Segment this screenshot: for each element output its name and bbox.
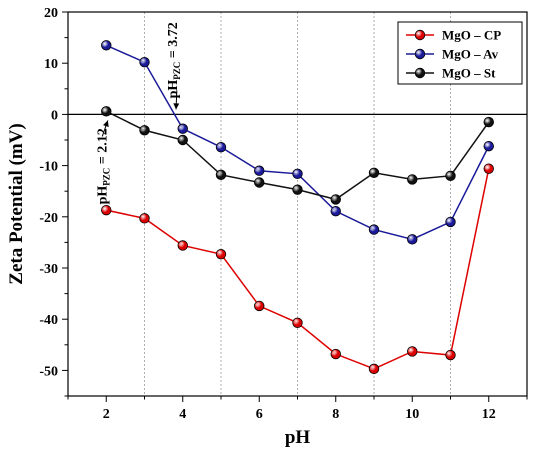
series-1-point-3	[139, 56, 150, 68]
series-0-point-4	[177, 240, 188, 251]
series-1-point-7	[292, 168, 303, 179]
annotations: pHPZC = 2.12 pHPZC = 3.72	[95, 22, 182, 204]
y-tick-label-0: 0	[51, 108, 58, 123]
y-axis-label: Zeta Potential (mV)	[6, 123, 27, 284]
series-2	[101, 106, 494, 205]
series-0-point-11	[445, 349, 456, 361]
series-2-point-4	[177, 134, 188, 146]
series-2-point-7	[292, 184, 303, 195]
y-tick-label--40: -40	[39, 313, 58, 328]
annotation-text-0: pHPZC = 2.12	[95, 128, 111, 204]
series-1	[101, 40, 494, 245]
series-1-point-2	[101, 40, 112, 51]
series-1-point-10	[407, 234, 418, 245]
series-0-point-12	[483, 163, 494, 174]
annotation-1: pHPZC = 3.72	[166, 22, 182, 110]
series-0-point-6	[254, 300, 265, 312]
series-1-point-9	[368, 224, 380, 235]
x-tick-label-10: 10	[405, 407, 419, 422]
x-tick-label-6: 6	[256, 407, 263, 422]
x-axis-label: pH	[285, 427, 311, 448]
x-tick-label-12: 12	[482, 407, 496, 422]
x-tick-label-4: 4	[179, 407, 186, 422]
series-0-point-3	[139, 213, 150, 224]
annotation-arrowhead-1	[173, 103, 180, 110]
series-1-point-4	[177, 123, 188, 134]
x-tick-label-2: 2	[103, 407, 110, 422]
legend-label-2: MgO – St	[442, 66, 496, 81]
legend-marker-2	[414, 67, 426, 79]
series-2-point-3	[139, 125, 150, 136]
legend-label-1: MgO – Av	[442, 47, 499, 62]
series-1-point-6	[254, 165, 265, 176]
y-tick-label--50: -50	[39, 364, 58, 379]
series-0-point-10	[407, 346, 418, 357]
legend: MgO – CP MgO – Av MgO – St	[397, 21, 523, 85]
y-tick-label--10: -10	[39, 160, 58, 175]
y-tick-label-10: 10	[44, 57, 58, 72]
series-2-point-8	[330, 194, 341, 205]
legend-marker-1	[414, 48, 426, 60]
series-2-point-6	[254, 177, 265, 188]
series-2-point-5	[215, 169, 227, 181]
x-tick-label-8: 8	[332, 407, 339, 422]
series-1-point-11	[445, 216, 456, 228]
axes: 2 4 6 8 10 12 20 10 0 -10 -20 -30 -40 -50	[39, 6, 528, 422]
series-0-point-8	[330, 348, 341, 360]
series-2-point-11	[445, 170, 456, 182]
series-1-point-8	[330, 205, 341, 217]
annotation-text-1: pHPZC = 3.72	[166, 22, 182, 98]
annotation-0: pHPZC = 2.12	[95, 120, 111, 204]
series-2-point-9	[368, 167, 380, 178]
series-2-point-10	[407, 174, 418, 185]
legend-label-0: MgO – CP	[442, 28, 501, 43]
series-1-point-5	[215, 141, 227, 153]
series-0-point-2	[101, 204, 112, 216]
annotation-arrowhead-0	[103, 120, 109, 128]
series-0-point-9	[368, 363, 380, 375]
series-0	[101, 163, 494, 375]
series-group	[101, 40, 494, 375]
series-2-point-12	[483, 116, 494, 128]
y-tick-label--20: -20	[39, 211, 58, 226]
y-tick-label-20: 20	[44, 6, 58, 21]
series-0-point-7	[292, 317, 303, 328]
y-tick-label--30: -30	[39, 262, 58, 277]
legend-marker-0	[414, 29, 426, 41]
series-0-point-5	[215, 248, 227, 260]
series-1-point-12	[483, 140, 494, 152]
series-2-point-2	[101, 106, 112, 117]
